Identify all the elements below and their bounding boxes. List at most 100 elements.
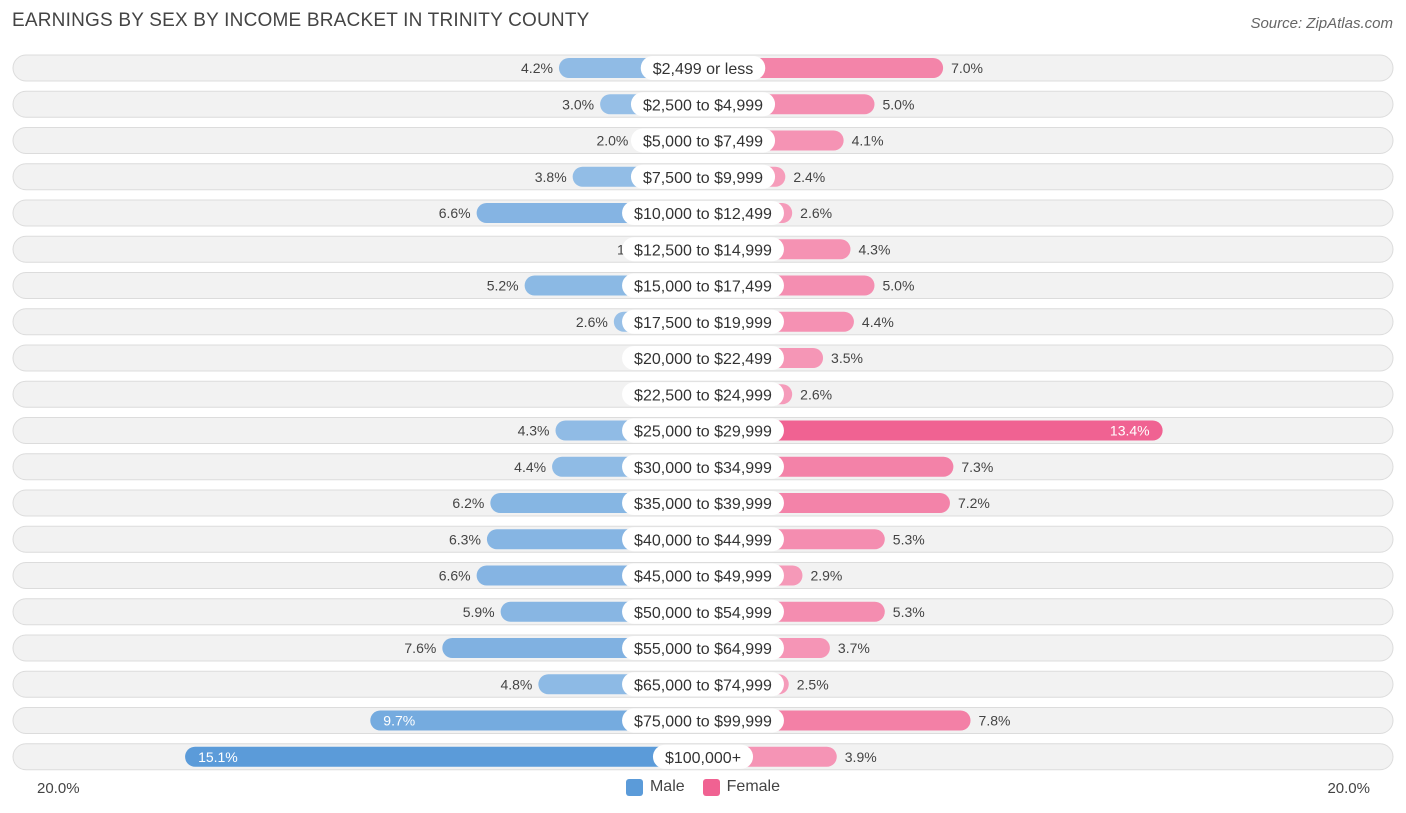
chart-row: 1.4%4.3%$12,500 to $14,999 bbox=[12, 235, 1394, 263]
category-label: $40,000 to $44,999 bbox=[634, 532, 772, 549]
chart-row: 5.9% 5.3% $50,000 to $54,999 bbox=[12, 598, 1394, 626]
earnings-chart: 4.2% 7.0% $2,499 or less 3.0% 5.0% $2,500 to … bbox=[12, 54, 1394, 771]
category-label-pill bbox=[622, 418, 784, 443]
category-label-pill bbox=[640, 56, 766, 80]
category-label-pill bbox=[622, 309, 784, 334]
legend: Male Female bbox=[0, 778, 1406, 796]
chart-row: 0.39%3.5%$20,000 to $22,499 bbox=[12, 344, 1394, 372]
male-value-label: 4.8% bbox=[500, 676, 532, 692]
category-label-pill bbox=[622, 346, 784, 370]
category-label-pill bbox=[630, 128, 776, 153]
chart-row: 2.0% 4.1% $5,000 to $7,499 bbox=[12, 127, 1394, 154]
category-label-pill bbox=[622, 563, 784, 588]
female-value-label: 5.3% bbox=[893, 604, 925, 620]
category-label: $65,000 to $74,999 bbox=[634, 677, 772, 694]
female-value-label: 13.4% bbox=[1110, 423, 1150, 439]
female-value-label: 5.0% bbox=[883, 278, 915, 294]
female-value-label: 3.7% bbox=[838, 640, 870, 656]
category-label: $7,500 to $9,999 bbox=[643, 170, 763, 187]
male-value-label: 15.1% bbox=[198, 749, 238, 765]
category-label-pill bbox=[630, 164, 776, 189]
male-value-label: 5.2% bbox=[487, 278, 519, 294]
category-label-pill bbox=[630, 92, 776, 117]
axis-right-label: 20.0% bbox=[1327, 780, 1370, 797]
source-label: Source: ZipAtlas.com bbox=[1250, 15, 1393, 32]
male-value-label: 2.0% bbox=[596, 133, 628, 149]
category-label: $2,500 to $4,999 bbox=[643, 97, 763, 114]
category-label-pill bbox=[622, 201, 784, 225]
category-label: $2,499 or less bbox=[653, 61, 754, 78]
category-label-pill bbox=[622, 527, 784, 552]
chart-row: 6.6% 2.9% $45,000 to $49,999 bbox=[12, 562, 1394, 589]
legend-item-female[interactable]: Female bbox=[702, 778, 781, 796]
male-value-label: 7.6% bbox=[404, 640, 436, 656]
category-label-pill bbox=[622, 273, 784, 298]
category-label-pill bbox=[652, 744, 754, 769]
category-label: $17,500 to $19,999 bbox=[634, 315, 772, 332]
female-value-label: 4.3% bbox=[858, 241, 890, 257]
female-value-label: 7.3% bbox=[961, 459, 993, 475]
chart-row: 2.6% 4.4% $17,500 to $19,999 bbox=[12, 308, 1394, 336]
female-value-label: 3.9% bbox=[845, 749, 877, 765]
legend-female-label: Female bbox=[726, 778, 781, 795]
male-value-label: 9.7% bbox=[383, 713, 415, 729]
male-swatch bbox=[625, 778, 643, 796]
female-swatch bbox=[702, 778, 720, 796]
chart-row: 15.1% 3.9% $100,000+ bbox=[12, 743, 1394, 771]
female-value-label: 5.3% bbox=[893, 531, 925, 547]
category-label-pill bbox=[622, 382, 784, 407]
category-label: $75,000 to $99,999 bbox=[634, 714, 772, 731]
male-value-label: 5.9% bbox=[463, 604, 495, 620]
female-value-label: 4.1% bbox=[852, 133, 884, 149]
category-label: $12,500 to $14,999 bbox=[634, 242, 772, 259]
female-value-label: 7.8% bbox=[979, 713, 1011, 729]
male-value-label: 2.6% bbox=[576, 314, 608, 330]
category-label: $22,500 to $24,999 bbox=[634, 387, 772, 404]
category-label-pill bbox=[622, 237, 784, 262]
chart-row: 6.6% 2.6% $10,000 to $12,499 bbox=[12, 199, 1394, 227]
category-label: $35,000 to $39,999 bbox=[634, 496, 772, 513]
category-label-pill bbox=[622, 454, 784, 479]
category-label-pill bbox=[622, 599, 784, 624]
category-label: $10,000 to $12,499 bbox=[634, 206, 772, 223]
legend-item-male[interactable]: Male bbox=[625, 778, 685, 796]
female-value-label: 5.0% bbox=[883, 96, 915, 112]
chart-row: 7.6% 3.7% $55,000 to $64,999 bbox=[12, 634, 1394, 662]
female-value-label: 2.5% bbox=[797, 676, 829, 692]
chart-row: 3.8% 2.4% $7,500 to $9,999 bbox=[12, 163, 1394, 191]
axis-left-label: 20.0% bbox=[37, 780, 80, 797]
category-label: $15,000 to $17,499 bbox=[634, 279, 772, 296]
female-value-label: 7.0% bbox=[951, 60, 983, 76]
chart-row: 4.4% 7.3% $30,000 to $34,999 bbox=[12, 453, 1394, 481]
chart-row: 9.7% 7.8% $75,000 to $99,999 bbox=[12, 707, 1394, 734]
chart-row: 0.19%2.6%$22,500 to $24,999 bbox=[12, 380, 1394, 408]
chart-row: 5.2% 5.0% $15,000 to $17,499 bbox=[12, 272, 1394, 299]
male-value-label: 4.3% bbox=[518, 423, 550, 439]
chart-row: 6.2% 7.2% $35,000 to $39,999 bbox=[12, 489, 1394, 517]
category-label: $20,000 to $22,499 bbox=[634, 351, 772, 368]
female-value-label: 3.5% bbox=[831, 350, 863, 366]
female-value-label: 4.4% bbox=[862, 314, 894, 330]
female-bar bbox=[703, 420, 1163, 441]
category-label: $50,000 to $54,999 bbox=[634, 605, 772, 622]
male-value-label: 6.3% bbox=[449, 531, 481, 547]
male-value-label: 6.2% bbox=[452, 495, 484, 511]
male-bar bbox=[370, 710, 703, 731]
male-value-label: 6.6% bbox=[439, 568, 471, 584]
female-value-label: 2.6% bbox=[800, 386, 832, 402]
category-label: $55,000 to $64,999 bbox=[634, 641, 772, 658]
legend-male-label: Male bbox=[649, 778, 685, 795]
female-value-label: 2.9% bbox=[810, 568, 842, 584]
category-label: $5,000 to $7,499 bbox=[643, 134, 763, 151]
chart-title: EARNINGS BY SEX BY INCOME BRACKET IN TRI… bbox=[12, 10, 590, 31]
category-label: $45,000 to $49,999 bbox=[634, 569, 772, 586]
chart-row: 4.8% 2.5% $65,000 to $74,999 bbox=[12, 670, 1394, 698]
male-value-label: 3.0% bbox=[562, 96, 594, 112]
female-value-label: 2.6% bbox=[800, 205, 832, 221]
category-label-pill bbox=[622, 672, 784, 697]
chart-row: 4.2% 7.0% $2,499 or less bbox=[12, 54, 1394, 82]
male-value-label: 4.2% bbox=[521, 60, 553, 76]
chart-row: 3.0% 5.0% $2,500 to $4,999 bbox=[12, 90, 1394, 118]
female-value-label: 7.2% bbox=[958, 495, 990, 511]
category-label: $100,000+ bbox=[665, 750, 741, 767]
